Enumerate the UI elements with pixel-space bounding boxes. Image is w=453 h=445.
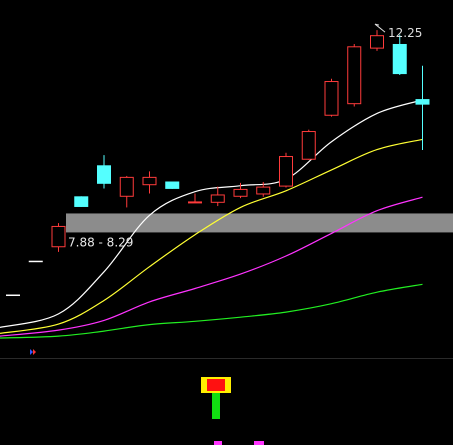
- candle-body: [51, 225, 66, 248]
- moving-average-line-4: [0, 283, 423, 339]
- candle-16: [347, 43, 362, 107]
- candle-4: [74, 196, 89, 207]
- candle-10: [210, 186, 225, 207]
- candle-body: [324, 81, 339, 116]
- candle-body: [370, 35, 384, 49]
- candle-1: [6, 294, 20, 297]
- scroll-marker-icon: [30, 349, 36, 355]
- candle-body: [233, 188, 248, 197]
- candle-7: [142, 171, 157, 194]
- candle-19: [415, 65, 430, 151]
- candle-12: [256, 181, 271, 197]
- candle-body: [188, 201, 202, 204]
- candle-body: [165, 181, 180, 189]
- candle-body: [415, 99, 430, 105]
- candle-body: [392, 43, 407, 75]
- price-zone-band: [66, 213, 453, 233]
- candle-body: [97, 165, 111, 184]
- candle-13: [279, 152, 293, 188]
- candle-body: [28, 260, 43, 263]
- candle-2: [28, 260, 43, 263]
- candle-3: [51, 223, 66, 252]
- bottom-clipped-marks: [214, 441, 264, 445]
- moving-average-line-2: [0, 138, 423, 334]
- candle-8: [165, 181, 180, 189]
- high-pointer: [374, 23, 386, 33]
- candle-body: [347, 46, 362, 105]
- candle-11: [233, 182, 248, 199]
- candle-body: [301, 131, 316, 160]
- candle-body: [210, 194, 225, 203]
- candle-18: [392, 34, 407, 76]
- candle-15: [324, 78, 339, 117]
- moving-average-line-1: [0, 99, 423, 328]
- high-price-label: 12.25: [388, 26, 422, 40]
- candle-14: [301, 129, 316, 160]
- candle-body: [279, 156, 293, 187]
- signal-marker-icon: [201, 377, 231, 419]
- candle-body: [74, 196, 89, 207]
- candle-body: [256, 186, 271, 195]
- candle-5: [97, 155, 111, 189]
- candle-9: [188, 193, 202, 204]
- candle-body: [6, 294, 20, 297]
- moving-average-line-3: [0, 196, 423, 337]
- candle-17: [370, 30, 384, 51]
- candle-6: [119, 175, 134, 208]
- candle-body: [119, 176, 134, 197]
- zone-range-label: 7.88 - 8.29: [68, 235, 133, 249]
- candle-body: [142, 176, 157, 186]
